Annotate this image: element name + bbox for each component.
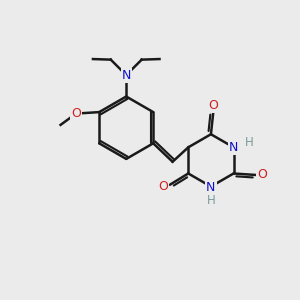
Text: H: H [245,136,254,149]
Text: N: N [229,141,238,154]
Text: N: N [122,69,131,82]
Text: H: H [207,194,215,207]
Text: O: O [158,180,168,193]
Text: N: N [206,181,216,194]
Text: O: O [208,99,218,112]
Text: O: O [257,169,267,182]
Text: O: O [71,107,81,120]
